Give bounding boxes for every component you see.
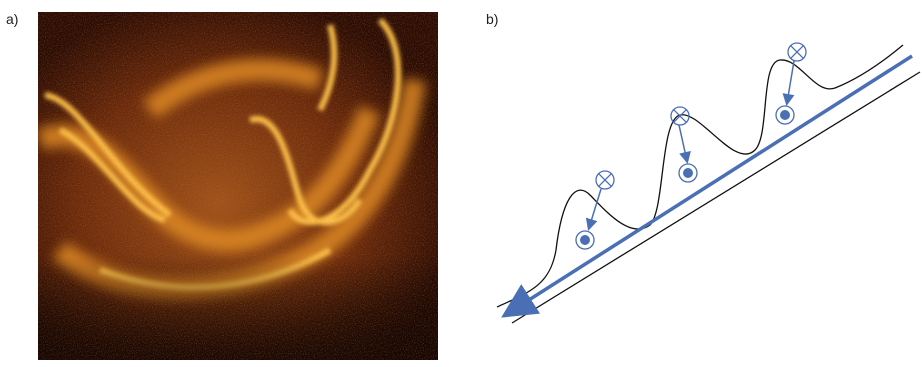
drift-arrows <box>585 60 795 231</box>
flow-arrow <box>501 54 913 318</box>
panel-label: b) <box>486 11 498 27</box>
solar-image <box>38 12 438 360</box>
dot-symbols <box>575 105 795 250</box>
diagram <box>496 42 921 324</box>
panel-label: a) <box>6 11 18 27</box>
field-line <box>511 71 921 324</box>
field-line <box>496 44 904 308</box>
cross-symbols <box>595 42 807 190</box>
